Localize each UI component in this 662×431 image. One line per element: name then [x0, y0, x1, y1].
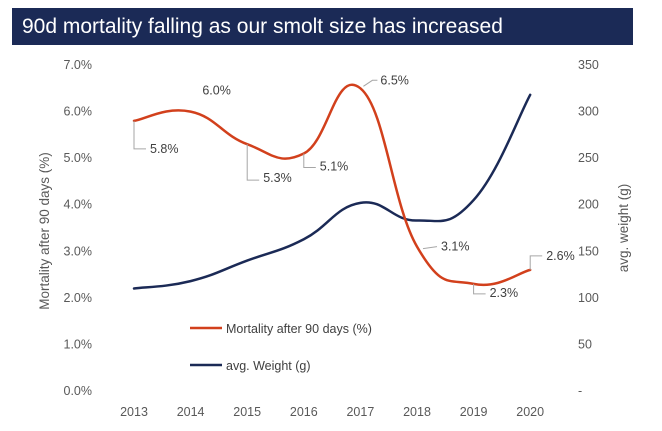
left-axis-tick-label: 5.0% [64, 151, 93, 165]
left-axis-tick-label: 7.0% [64, 58, 93, 72]
x-axis-ticks: 2013 2014 2015 2016 2017 2018 2019 2020 [120, 405, 544, 419]
mortality-data-label: 6.5% [380, 73, 409, 87]
x-axis-tick-label: 2020 [516, 405, 544, 419]
mortality-data-label: 6.0% [202, 84, 231, 98]
data-label-leader [529, 255, 543, 270]
weight-series-line [132, 93, 532, 290]
series-group [132, 83, 532, 290]
x-axis-tick-label: 2016 [290, 405, 318, 419]
mortality-data-label: 5.3% [263, 171, 292, 185]
data-label-leader [246, 144, 260, 181]
right-axis-tick-label: - [578, 384, 582, 398]
left-axis-tick-label: 3.0% [64, 244, 93, 258]
left-axis-tick-label: 2.0% [64, 291, 93, 305]
right-axis-tick-label: 350 [578, 58, 599, 72]
left-axis-tick-label: 6.0% [64, 105, 93, 119]
left-axis-tick-label: 1.0% [64, 337, 93, 351]
x-axis-tick-label: 2019 [460, 405, 488, 419]
x-axis-tick-label: 2015 [233, 405, 261, 419]
left-axis-tick-label: 0.0% [64, 384, 93, 398]
legend-label-mortality: Mortality after 90 days (%) [226, 322, 372, 336]
x-axis-tick-label: 2018 [403, 405, 431, 419]
mortality-data-label: 5.8% [150, 142, 179, 156]
mortality-data-label: 5.1% [320, 159, 349, 173]
data-label-leader [133, 120, 146, 150]
left-axis-tick-label: 4.0% [64, 198, 93, 212]
right-axis-tick-label: 200 [578, 198, 599, 212]
left-axis-title: Mortality after 90 days (%) [37, 152, 52, 310]
chart-title: 90d mortality falling as our smolt size … [12, 8, 633, 45]
right-axis-title: avg. weight (g) [616, 184, 631, 273]
right-axis-tick-label: 50 [578, 337, 592, 351]
mortality-data-label: 2.6% [546, 249, 575, 263]
right-axis-tick-label: 100 [578, 291, 599, 305]
legend: Mortality after 90 days (%) avg. Weight … [190, 322, 372, 373]
x-axis-tick-label: 2013 [120, 405, 148, 419]
data-label-leader [473, 283, 486, 295]
mortality-series-line [132, 83, 532, 287]
mortality-data-label: 3.1% [441, 240, 470, 254]
x-axis-tick-label: 2017 [346, 405, 374, 419]
mortality-data-label: 2.3% [490, 286, 518, 300]
right-axis-ticks: - 50 100 150 200 250 300 350 [578, 58, 599, 398]
data-label-leader [422, 246, 438, 250]
right-axis-tick-label: 150 [578, 244, 599, 258]
legend-label-weight: avg. Weight (g) [226, 359, 311, 373]
left-axis-ticks: 0.0% 1.0% 2.0% 3.0% 4.0% 5.0% 6.0% 7.0% [64, 58, 93, 398]
data-label-leader [363, 79, 378, 87]
x-axis-tick-label: 2014 [177, 405, 205, 419]
data-labels-group: 5.8% 6.0% 5.3% 5.1% 6.5% 3.1% 2.3% 2.6% [133, 73, 575, 300]
right-axis-tick-label: 250 [578, 151, 599, 165]
data-label-leader [303, 153, 316, 168]
right-axis-tick-label: 300 [578, 105, 599, 119]
